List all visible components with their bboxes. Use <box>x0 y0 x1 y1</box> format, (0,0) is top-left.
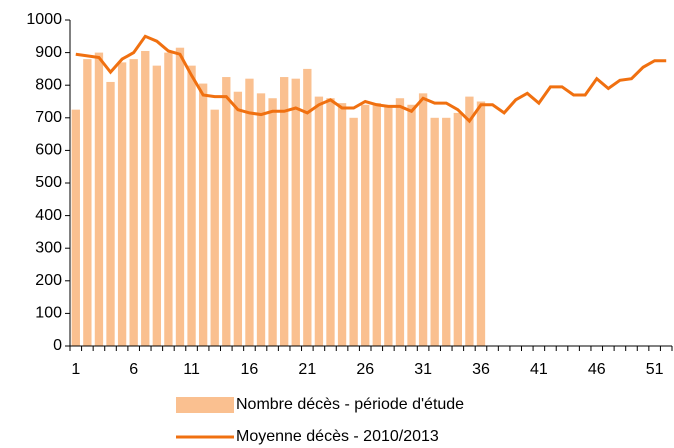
y-tick-label: 300 <box>35 239 62 256</box>
bar <box>384 106 393 346</box>
x-tick-label: 6 <box>129 361 138 378</box>
bar <box>94 52 104 346</box>
y-tick-label: 500 <box>35 174 62 191</box>
bar <box>326 98 335 347</box>
bar <box>314 96 324 346</box>
bar <box>361 104 370 346</box>
bar <box>291 78 300 347</box>
bar <box>210 109 219 347</box>
bar <box>418 93 428 346</box>
x-tick-label: 16 <box>241 361 259 378</box>
bar <box>152 65 161 346</box>
x-tick-label: 31 <box>414 361 432 378</box>
x-tick-label: 36 <box>472 361 490 378</box>
bar <box>222 77 231 347</box>
y-tick-label: 100 <box>35 305 62 322</box>
bar <box>395 98 405 347</box>
bar <box>303 68 312 347</box>
y-tick-label: 700 <box>35 109 62 126</box>
legend-swatch <box>176 397 234 413</box>
bar <box>106 81 115 346</box>
bar <box>198 83 208 346</box>
bar <box>164 52 173 346</box>
x-tick-label: 41 <box>530 361 548 378</box>
bar <box>280 77 289 347</box>
x-tick-label: 46 <box>588 361 606 378</box>
line <box>75 34 667 124</box>
y-tick-label: 400 <box>35 207 62 224</box>
bar <box>117 62 127 346</box>
legend-label: Moyenne décès - 2010/2013 <box>236 428 439 445</box>
bar <box>141 50 150 346</box>
bar <box>129 59 138 347</box>
bar <box>337 103 347 346</box>
bar <box>83 59 92 347</box>
y-tick-label: 900 <box>35 44 62 61</box>
bar <box>407 104 416 346</box>
bar <box>268 98 277 347</box>
bar <box>233 91 243 346</box>
bar <box>175 47 185 347</box>
bar <box>453 112 462 346</box>
legend-label: Nombre décès - période d'étude <box>236 396 464 413</box>
bar <box>372 103 381 346</box>
x-tick-label: 51 <box>646 361 664 378</box>
y-tick-label: 800 <box>35 76 62 93</box>
bar <box>430 117 439 346</box>
bar <box>465 96 474 346</box>
bar <box>187 65 196 346</box>
y-tick-label: 0 <box>53 337 62 354</box>
bar <box>71 109 80 347</box>
bar <box>349 117 358 346</box>
x-tick-label: 21 <box>298 361 316 378</box>
x-tick-label: 11 <box>183 361 200 378</box>
x-tick-label: 1 <box>71 361 80 378</box>
bar <box>245 78 254 347</box>
y-tick-label: 1000 <box>26 11 62 28</box>
bar <box>256 93 266 346</box>
x-tick-label: 26 <box>356 361 374 378</box>
bar <box>442 117 451 346</box>
bar <box>476 101 486 346</box>
y-tick-label: 200 <box>35 272 62 289</box>
y-tick-label: 600 <box>35 142 62 159</box>
